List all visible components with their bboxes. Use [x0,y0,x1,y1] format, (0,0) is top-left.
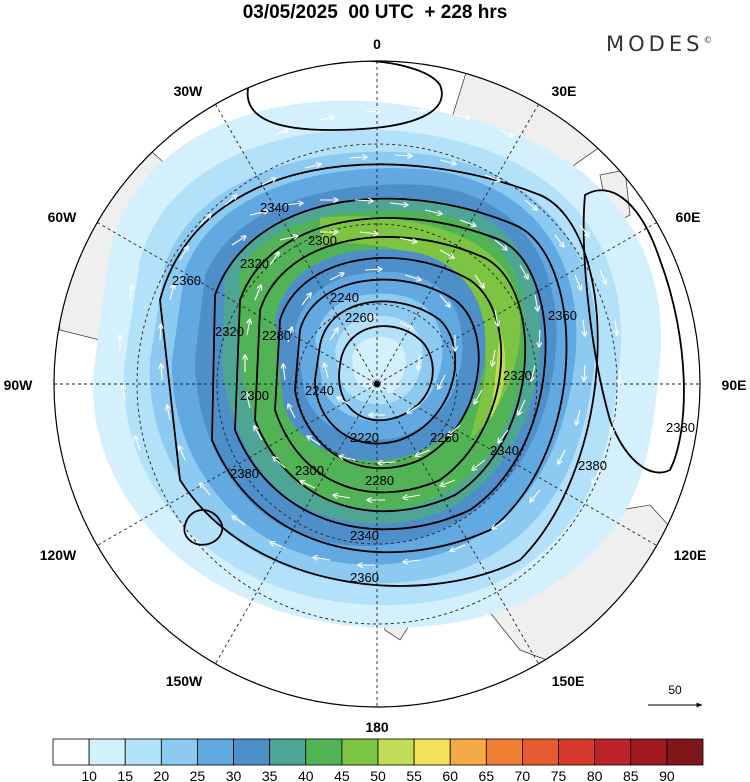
brand-name: MODES [606,32,704,56]
colorbar-label: 60 [442,768,458,782]
meridian-120e: 120E [674,547,707,563]
contour-2220 [338,325,434,421]
colorbar-label: 75 [551,768,567,782]
colorbar-swatch [88,738,126,766]
meridian-60e: 60E [676,209,701,225]
colorbar-label: 20 [154,768,170,782]
meridian-30e: 30E [552,83,577,99]
contour-label: 2340 [260,200,289,215]
contour-label: 2360 [350,570,379,585]
colorbar-swatch [449,738,487,766]
contour-label: 2300 [240,388,269,403]
contour-2260 [294,278,480,470]
colorbar-swatch [630,738,668,766]
colorbar-swatch [269,738,307,766]
contour-label: 2320 [215,324,244,339]
contour-label: 2260 [430,430,459,445]
contour-label: 2340 [490,443,519,458]
colorbar-swatch [377,738,415,766]
meridian-30w: 30W [174,83,204,99]
colorbar-swatch [197,738,234,766]
meridian-150w: 150W [166,673,203,689]
colorbar-swatch [594,738,632,766]
colorbar-label: 80 [587,768,603,782]
shade-50 [320,216,521,440]
contour-label: 2280 [262,328,291,343]
contour-2240 [314,300,457,445]
colorbar-label: 45 [334,768,350,782]
contour-label: 2300 [295,463,324,478]
colorbar-swatch [522,738,559,766]
colorbar-label: 40 [298,768,314,782]
contour-label: 2380 [578,458,607,473]
colorbar-label: 10 [81,768,97,782]
contour-label: 2360 [548,308,577,323]
meridian-180: 180 [365,719,389,735]
colorbar-label: 25 [190,768,206,782]
colorbar-label: 65 [479,768,495,782]
contour-label: 2380 [230,466,259,481]
contour-label: 2300 [308,233,337,248]
contour-2300 [254,236,527,513]
colorbar-swatch [666,738,704,766]
colorbar-swatch [305,738,343,766]
wind-reference: 50 [648,683,703,708]
map-boundary [53,60,701,708]
colorbar-label: 55 [406,768,422,782]
colorbar-label: 90 [659,768,675,782]
colorbar-label: 50 [370,768,386,782]
contour-2320 [234,217,547,531]
wind-vectors [120,110,620,565]
contour-label: 2220 [350,430,379,445]
contour-2360 [159,163,599,587]
contour-label: 2340 [350,528,379,543]
meridian-150e: 150E [552,673,585,689]
south-pole-marker [374,381,380,387]
map-title: 03/05/2025 00 UTC + 228 hrs [242,2,508,23]
wind-reference-label: 50 [668,683,682,697]
meridian-60w: 60W [48,209,78,225]
contour-label: 2280 [365,473,394,488]
contour-label: 2320 [240,256,269,271]
contour-2360-top [246,61,443,131]
meridian-0: 0 [373,36,381,52]
brand-logo: MODES© [606,32,713,56]
contour-label: 2380 [666,420,695,435]
colorbar-swatch [160,738,198,766]
colorbar-label: 30 [226,768,242,782]
contour-2380-east [582,189,685,474]
contour-label: 2260 [345,310,374,325]
contour-labels: 2340 2300 2320 2360 2320 2280 2240 2260 … [172,200,695,585]
colorbar-label: 70 [515,768,531,782]
inner-15 [352,336,406,391]
colorbar-swatch [485,738,523,766]
meridian-120w: 120W [40,547,77,563]
colorbar-swatch [558,738,596,766]
contour-label: 2360 [172,273,201,288]
colorbar-swatch [124,738,162,766]
contour-label: 2240 [305,383,334,398]
colorbar-swatch [52,738,90,766]
colorbar-label: 15 [117,768,133,782]
colorbar: 10 15 20 25 30 35 40 45 50 55 60 65 70 75 80 85 90 [52,738,704,782]
colorbar-label: 35 [262,768,278,782]
geopotential-contours [159,61,685,587]
meridian-labels: 0 30E 60E 90E 120E 150E 180 150W 120W 90… [4,36,747,735]
colorbar-swatch [341,738,379,766]
contour-small-west [183,509,224,546]
meridian-90w: 90W [4,377,34,393]
colorbar-label: 85 [623,768,639,782]
contour-label: 2320 [503,368,532,383]
contour-2340 [211,197,568,554]
colorbar-swatch [233,738,271,766]
contour-label: 2240 [330,290,359,305]
contour-2280 [274,257,503,494]
meridian-90e: 90E [722,377,747,393]
colorbar-swatch [413,738,451,766]
